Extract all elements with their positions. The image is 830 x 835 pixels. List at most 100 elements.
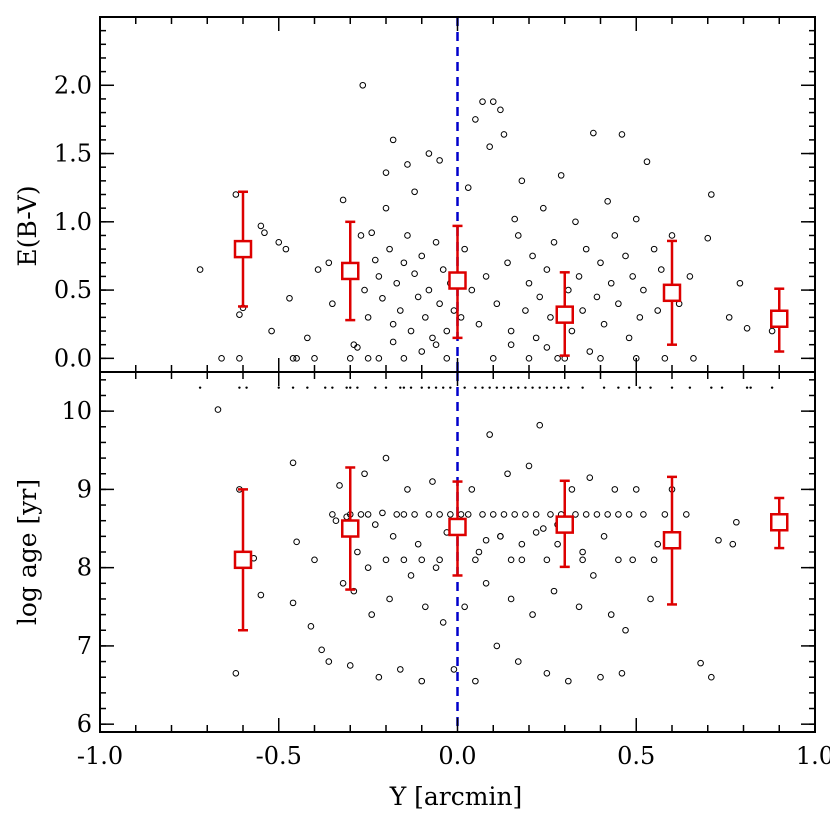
bottom-point-113 bbox=[543, 556, 551, 564]
top-point-107 bbox=[622, 252, 629, 260]
top-point-65 bbox=[468, 286, 476, 294]
top-point-136 bbox=[543, 344, 551, 351]
top-point-76 bbox=[507, 327, 515, 335]
bottom-point-56 bbox=[493, 642, 501, 650]
x-tick-label-2: 0.0 bbox=[438, 742, 476, 770]
bottom-point-111 bbox=[472, 556, 479, 564]
bottom-point-82 bbox=[590, 572, 597, 579]
bottom-saturated-point-6 bbox=[324, 386, 327, 389]
top-point-72 bbox=[493, 300, 501, 308]
bottom-point-30 bbox=[397, 666, 404, 673]
bottom-saturated-point-23 bbox=[481, 386, 484, 389]
bottom-point-55 bbox=[489, 511, 497, 518]
bottom-point-42 bbox=[439, 619, 447, 626]
bottom-binned-mean-2 bbox=[448, 517, 467, 537]
bottom-point-16 bbox=[346, 662, 354, 669]
top-point-127 bbox=[768, 327, 776, 335]
top-point-113 bbox=[643, 158, 651, 166]
bottom-point-121 bbox=[532, 529, 540, 536]
bottom-y-tick-label-0: 6 bbox=[77, 710, 92, 738]
top-point-97 bbox=[586, 348, 594, 355]
bottom-point-94 bbox=[632, 486, 640, 493]
bottom-point-46 bbox=[457, 511, 465, 518]
bottom-saturated-point-35 bbox=[567, 386, 570, 389]
top-point-50 bbox=[359, 81, 367, 89]
top-point-105 bbox=[615, 300, 622, 308]
top-point-44 bbox=[432, 238, 440, 246]
top-point-125 bbox=[736, 279, 744, 287]
top-point-56 bbox=[411, 188, 418, 196]
bottom-saturated-point-38 bbox=[617, 386, 620, 389]
bottom-point-89 bbox=[615, 511, 622, 518]
top-point-124 bbox=[725, 314, 733, 321]
bottom-point-50 bbox=[472, 677, 479, 685]
bottom-point-5 bbox=[289, 599, 297, 607]
top-point-111 bbox=[636, 314, 644, 321]
bottom-y-tick-label-3: 9 bbox=[77, 475, 92, 503]
bottom-saturated-point-0 bbox=[198, 386, 202, 389]
bottom-point-115 bbox=[615, 556, 622, 564]
top-y-tick-label-0: 0.0 bbox=[54, 344, 92, 372]
bottom-point-96 bbox=[647, 595, 654, 603]
top-point-12 bbox=[289, 355, 297, 362]
top-point-29 bbox=[379, 294, 386, 302]
bottom-point-109 bbox=[400, 511, 408, 518]
top-point-2 bbox=[232, 191, 240, 198]
bottom-point-105 bbox=[733, 518, 740, 526]
bottom-point-37 bbox=[422, 603, 429, 611]
top-point-49 bbox=[450, 307, 458, 314]
bottom-binned-mean-4 bbox=[662, 531, 682, 550]
top-point-96 bbox=[582, 245, 590, 253]
bottom-point-91 bbox=[622, 626, 629, 634]
bottom-saturated-point-30 bbox=[531, 386, 534, 389]
bottom-point-22 bbox=[368, 611, 376, 618]
bottom-point-29 bbox=[393, 511, 401, 518]
bottom-saturated-point-40 bbox=[638, 386, 642, 389]
bottom-point-68 bbox=[536, 421, 544, 429]
bottom-saturated-point-48 bbox=[770, 386, 774, 389]
bottom-saturated-point-27 bbox=[509, 386, 513, 389]
bottom-point-84 bbox=[597, 673, 604, 681]
bottom-point-25 bbox=[379, 509, 386, 517]
bottom-saturated-point-10 bbox=[356, 386, 359, 389]
top-point-10 bbox=[282, 245, 290, 253]
top-point-42 bbox=[425, 286, 433, 294]
top-point-92 bbox=[568, 327, 576, 335]
top-point-89 bbox=[554, 355, 561, 362]
top-point-14 bbox=[304, 334, 311, 342]
bottom-y-tick-label-1: 7 bbox=[77, 632, 92, 660]
bottom-point-35 bbox=[414, 540, 422, 548]
bottom-saturated-point-28 bbox=[517, 386, 520, 389]
bottom-point-64 bbox=[522, 511, 529, 518]
bottom-point-9 bbox=[311, 556, 318, 564]
top-y-tick-label-1: 0.5 bbox=[54, 276, 92, 304]
top-point-80 bbox=[522, 307, 529, 314]
bottom-saturated-point-29 bbox=[524, 386, 527, 389]
bottom-saturated-point-7 bbox=[331, 386, 334, 389]
top-point-55 bbox=[382, 169, 390, 176]
top-point-90 bbox=[557, 172, 565, 179]
top-binned-mean-3 bbox=[555, 305, 574, 324]
top-binned-means bbox=[233, 190, 789, 357]
bottom-y-tick-label-2: 8 bbox=[77, 554, 92, 582]
bottom-saturated-point-36 bbox=[581, 386, 584, 389]
top-point-24 bbox=[361, 286, 368, 294]
top-point-83 bbox=[532, 334, 540, 342]
top-point-16 bbox=[314, 266, 322, 273]
top-point-137 bbox=[389, 338, 397, 346]
bottom-saturated-point-2 bbox=[245, 386, 248, 389]
bottom-point-77 bbox=[572, 511, 579, 518]
top-point-0 bbox=[196, 266, 204, 273]
top-point-19 bbox=[339, 196, 347, 204]
bottom-saturated-point-34 bbox=[559, 386, 563, 389]
bottom-point-114 bbox=[579, 556, 586, 564]
top-axes: 0.0 0.5 1.0 1.5 2.0 bbox=[54, 16, 816, 373]
top-point-57 bbox=[375, 355, 383, 362]
top-point-131 bbox=[525, 355, 533, 362]
bottom-point-45 bbox=[450, 666, 458, 673]
top-point-85 bbox=[540, 204, 547, 212]
bottom-point-70 bbox=[543, 670, 551, 677]
x-axis-label: Y [arcmin] bbox=[389, 782, 523, 811]
